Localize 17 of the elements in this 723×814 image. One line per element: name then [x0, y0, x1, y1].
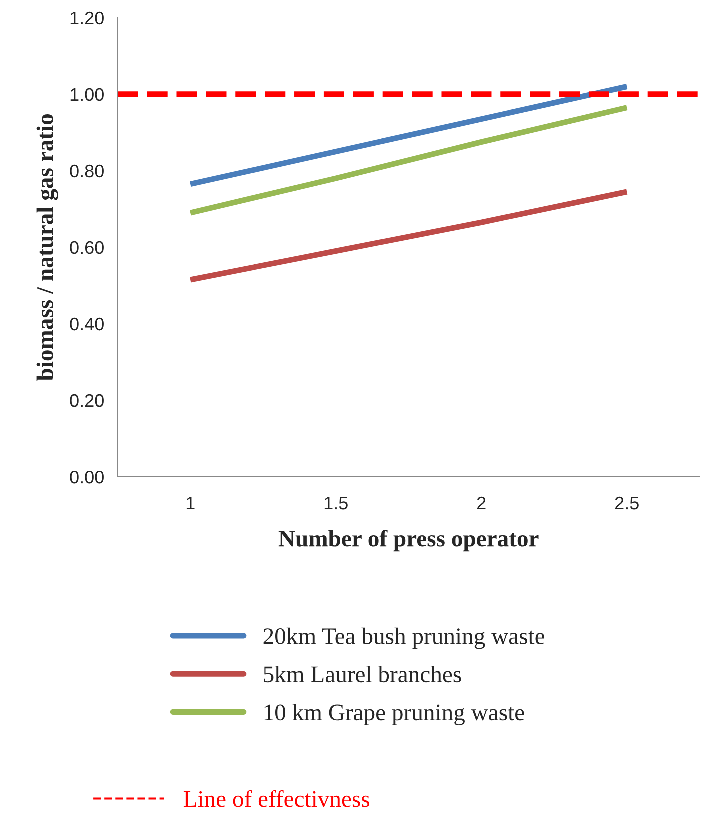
y-tick-label: 1.20: [70, 12, 104, 25]
x-tick-label: 2.5: [615, 496, 639, 510]
legend-label: 20km Tea bush pruning waste: [264, 628, 545, 650]
x-tick-label: 1: [186, 497, 195, 510]
y-tick-label: 0.00: [70, 470, 104, 484]
legend-label: Line of effectivness: [184, 790, 370, 808]
legend-label: 10 km Grape pruning waste: [264, 704, 524, 726]
legend-label: 5km Laurel branches: [264, 666, 462, 683]
y-tick-label: 0.60: [70, 241, 104, 254]
y-tick-label: 0.40: [70, 318, 104, 331]
y-tick-label: 0.20: [70, 394, 104, 408]
y-tick-label: 1.00: [70, 88, 104, 102]
x-axis-title: Number of press operator: [278, 530, 539, 552]
y-tick-label: 0.80: [70, 164, 104, 178]
y-axis-title: biomass / natural gas ratio: [36, 114, 58, 381]
x-tick-label: 1.5: [324, 497, 348, 510]
x-tick-label: 2: [477, 496, 486, 510]
